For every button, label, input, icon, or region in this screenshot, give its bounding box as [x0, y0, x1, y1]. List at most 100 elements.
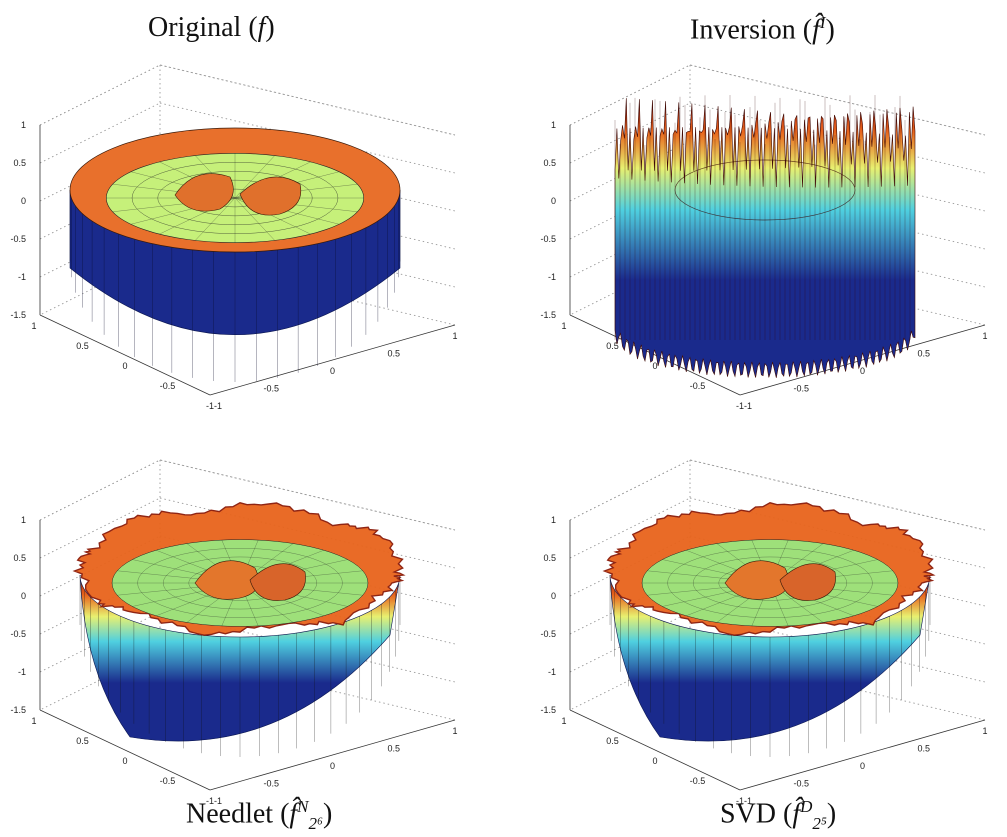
x-tick-label: 0.5: [606, 736, 619, 746]
z-tick-label: -1: [18, 667, 26, 677]
plot-svd: 10.50-0.5-1-1.510.50-0.5-1 -1-0.500.51: [540, 459, 988, 806]
z-tick-label: -1.5: [540, 310, 556, 320]
surface-bump-right: [239, 176, 302, 216]
z-tick-label: -0.5: [540, 234, 556, 244]
y-tick-label: 0: [860, 761, 865, 771]
caption-svd-sub: 2⁵: [812, 813, 827, 833]
x-tick-label: 1: [31, 716, 36, 726]
back-top-edge: [39, 64, 456, 136]
grid-line: [689, 497, 986, 569]
x-tick-label: 1: [561, 716, 566, 726]
x-tick-label: 0.5: [76, 341, 89, 351]
panel-inversion: 1 0.5 0 -0.5 -1 -1.5 1 0.5 0 -0.5 -1 -1 -0.5 0 0.5 1: [530, 60, 1000, 411]
x-tick-label: -0.5: [690, 776, 706, 786]
y-tick-label: 1: [452, 331, 457, 341]
y-tick-label: -0.5: [793, 779, 809, 789]
y-tick-label: -0.5: [263, 779, 279, 789]
grid-line: [39, 459, 161, 521]
caption-needlet-name: Needlet: [186, 798, 274, 830]
surface-bump-right: [779, 563, 836, 601]
caption-needlet-sup: N: [297, 797, 309, 816]
x-tick-label: -0.5: [690, 381, 706, 391]
x-tick-label: 0.5: [76, 736, 89, 746]
y-axis-line: [739, 719, 986, 791]
caption-svd-sup: D: [800, 797, 813, 816]
x-tick-label: 0.5: [606, 341, 619, 351]
z-tick-label: -1: [548, 272, 556, 282]
y-tick-label: 1: [982, 726, 987, 736]
surface-bump-right: [249, 563, 306, 601]
z-tick-label: 0: [21, 196, 26, 206]
y-axis-line: [209, 719, 456, 791]
caption-original: Original (f): [148, 12, 275, 43]
y-tick-label: -0.5: [793, 384, 809, 394]
x-tick-label: 0: [122, 361, 127, 371]
z-tick-label: 0.5: [13, 158, 26, 168]
x-tick-label: -1: [736, 796, 744, 806]
caption-inversion-sup: I: [819, 13, 826, 32]
caption-inversion-symbol: f̂: [812, 14, 820, 46]
grid-line: [159, 459, 456, 531]
z-tick-label: -0.5: [10, 234, 26, 244]
y-tick-label: 0.5: [387, 744, 400, 754]
caption-inversion-name: Inversion: [690, 14, 796, 46]
z-tick-label: -1: [18, 272, 26, 282]
surface-inversion: [614, 95, 916, 378]
z-tick-label: 0: [551, 591, 556, 601]
x-axis-line: [39, 314, 211, 396]
plot-inversion: 10.50-0.5-1-1.510.50-0.5-1 -1-0.500.51: [540, 64, 988, 411]
grid-line: [689, 64, 986, 136]
y-tick-label: 0.5: [387, 349, 400, 359]
caption-inversion: Inversion (f̂I): [690, 13, 835, 46]
z-tick-label: -1.5: [10, 310, 26, 320]
plot-needlet: 10.50-0.5-1-1.510.50-0.5-1 -1-0.500.51: [10, 459, 458, 806]
caption-needlet: Needlet (f̂N2⁶): [186, 797, 333, 833]
grid-line: [159, 102, 456, 174]
grid-line: [689, 459, 986, 531]
caption-needlet-sub: 2⁶: [308, 813, 323, 833]
x-tick-label: -0.5: [160, 776, 176, 786]
y-tick-label: -0.5: [263, 384, 279, 394]
y-tick-label: 0: [330, 761, 335, 771]
x-tick-label: -0.5: [160, 381, 176, 391]
panel-original: 1 0.5 0 -0.5 -1 -1.5 1 0.5 0 -0.5 -1 -1 -0.5 0 0.5 1: [0, 60, 470, 411]
caption-svd: SVD (f̂D2⁵): [720, 797, 837, 833]
z-tick-label: 1: [21, 515, 26, 525]
y-axis-line: [739, 324, 986, 396]
panel-needlet: 1 0.5 0 -0.5 -1 -1.5 1 0.5 0 -0.5 -1 -1 -0.5 0 0.5 1: [0, 455, 470, 806]
x-axis-line: [569, 314, 741, 396]
caption-svd-symbol: f̂: [792, 798, 801, 830]
y-tick-label: 1: [982, 331, 987, 341]
z-tick-label: -1.5: [10, 705, 26, 715]
surface-svd: [602, 502, 936, 757]
x-tick-label: 0: [122, 756, 127, 766]
z-tick-label: -1: [548, 667, 556, 677]
x-tick-label: 1: [561, 321, 566, 331]
y-tick-label: -1: [214, 401, 222, 411]
grid-line: [159, 64, 456, 136]
y-tick-label: 0.5: [917, 349, 930, 359]
x-tick-label: -1: [206, 401, 214, 411]
z-tick-label: 0.5: [13, 553, 26, 563]
grid-line: [159, 497, 456, 569]
z-tick-label: 0: [21, 591, 26, 601]
z-tick-label: 0: [551, 196, 556, 206]
back-top-edge: [569, 64, 986, 136]
z-tick-label: -1.5: [540, 705, 556, 715]
floor-mesh-spoke: [234, 155, 275, 199]
panel-svd: 1 0.5 0 -0.5 -1 -1.5 1 0.5 0 -0.5 -1 -1 -0.5 0 0.5 1: [530, 455, 1000, 806]
x-axis-line: [39, 709, 211, 791]
floor-mesh-spoke: [234, 197, 275, 241]
surface-original: [69, 127, 401, 382]
surface-needlet: [72, 502, 406, 757]
y-tick-label: 0: [330, 366, 335, 376]
grid-line: [39, 64, 161, 126]
y-tick-label: -1: [744, 401, 752, 411]
y-tick-label: 1: [452, 726, 457, 736]
x-axis-line: [569, 709, 741, 791]
y-tick-label: -1: [214, 796, 222, 806]
plot-original: 10.50-0.5-1-1.510.50-0.5-1 -1-0.500.51: [10, 64, 458, 411]
z-tick-label: 1: [21, 120, 26, 130]
surface-inner-ring: [674, 159, 856, 221]
z-tick-label: 1: [551, 120, 556, 130]
